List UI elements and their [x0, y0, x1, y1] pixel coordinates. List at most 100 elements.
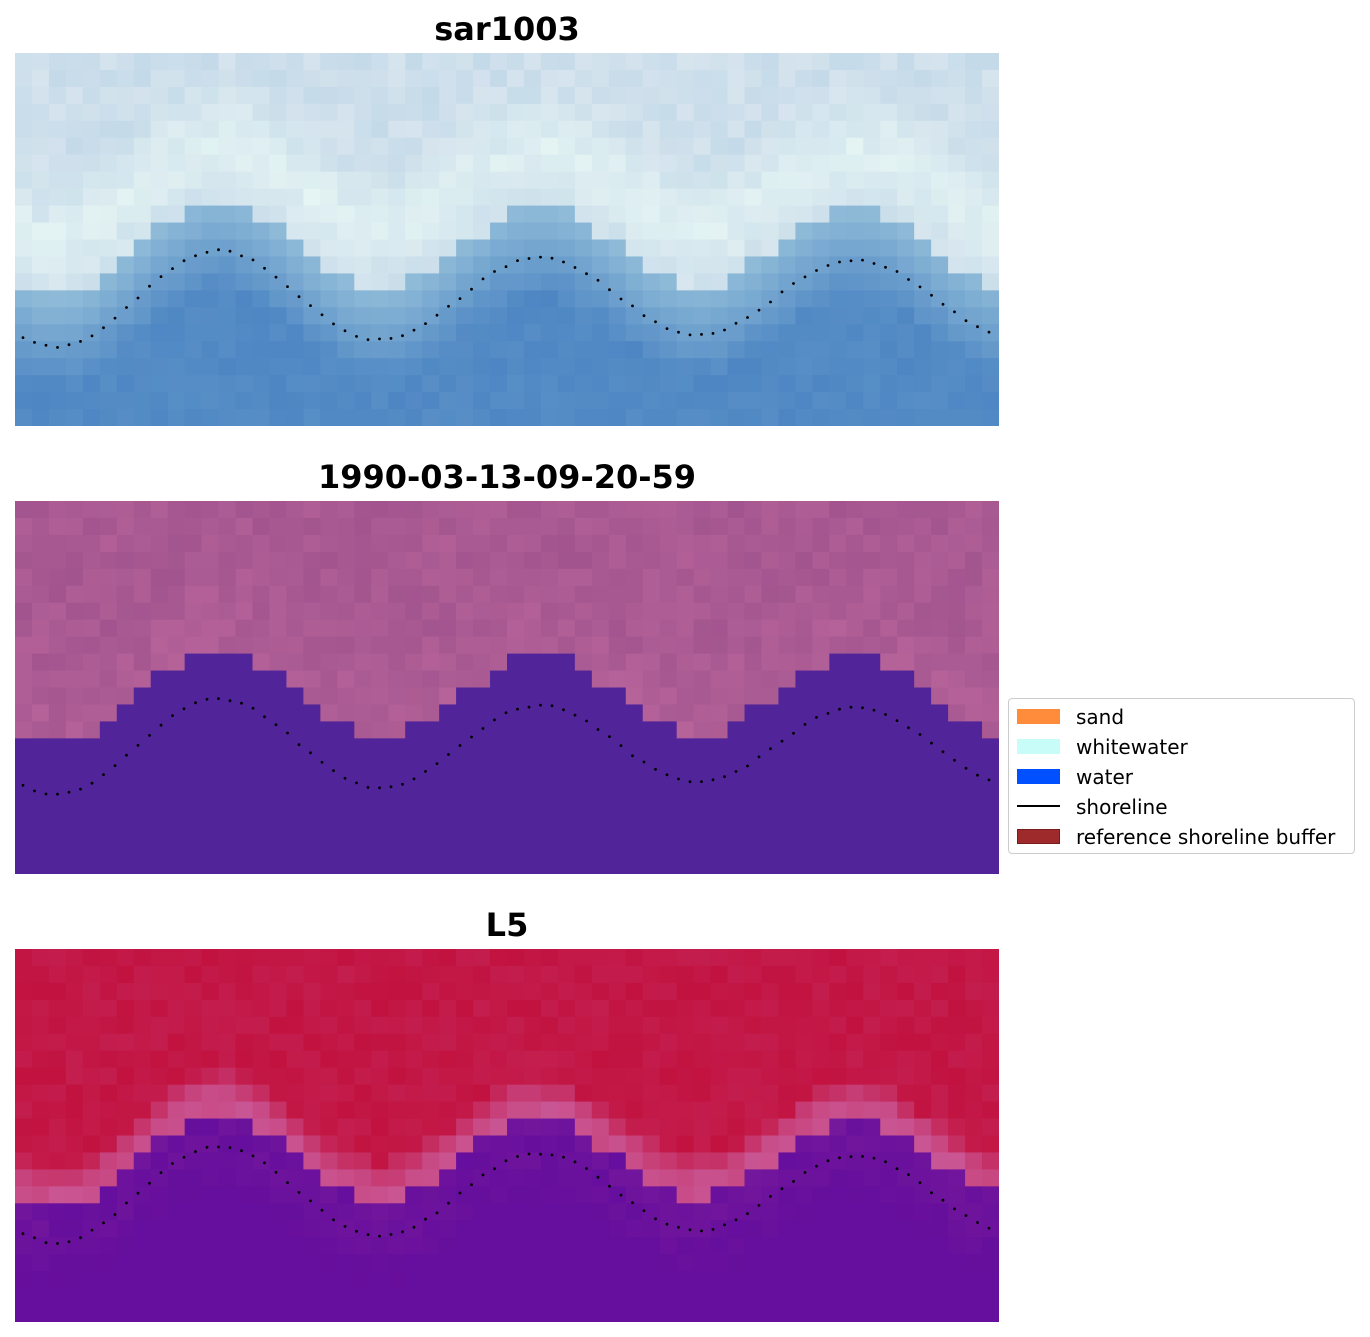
- pixel-cell: [201, 1271, 220, 1289]
- pixel-cell: [388, 1186, 406, 1204]
- shoreline-dot: [171, 267, 174, 270]
- pixel-cell: [914, 103, 932, 122]
- pixel-cell: [948, 1254, 966, 1272]
- pixel-cell: [473, 188, 491, 207]
- pixel-cell: [218, 501, 237, 519]
- pixel-cell: [710, 256, 729, 274]
- pixel-cell: [829, 1203, 847, 1221]
- pixel-cell: [574, 256, 593, 274]
- pixel-cell: [320, 1050, 338, 1069]
- shoreline-dot: [366, 786, 370, 789]
- pixel-cell: [693, 69, 712, 88]
- pixel-cell: [337, 1237, 355, 1255]
- pixel-cell: [931, 188, 949, 207]
- pixel-cell: [727, 534, 746, 553]
- pixel-cell: [659, 1084, 678, 1103]
- pixel-cell: [608, 69, 627, 88]
- pixel-cell: [744, 307, 763, 325]
- pixel-cell: [897, 53, 915, 71]
- pixel-cell: [948, 1118, 966, 1137]
- pixel-cell: [99, 154, 118, 173]
- pixel-cell: [422, 982, 440, 1001]
- pixel-cell: [320, 738, 338, 756]
- pixel-cell: [456, 86, 474, 105]
- shoreline-dot: [309, 304, 312, 307]
- pixel-cell: [116, 171, 135, 190]
- pixel-cell: [897, 1016, 915, 1035]
- pixel-cell: [218, 86, 237, 105]
- pixel-cell: [846, 772, 864, 790]
- pixel-cell: [540, 324, 559, 342]
- pixel-cell: [574, 551, 593, 570]
- pixel-cell: [65, 307, 84, 325]
- pixel-cell: [574, 568, 593, 587]
- pixel-cell: [133, 86, 152, 105]
- pixel-cell: [371, 1220, 389, 1238]
- pixel-cell: [659, 704, 678, 722]
- panel-title-1: sar1003: [434, 10, 580, 48]
- pixel-cell: [693, 806, 712, 824]
- pixel-cell: [201, 823, 220, 841]
- pixel-cell: [252, 1203, 271, 1221]
- pixel-cell: [557, 222, 576, 241]
- shoreline-dot: [217, 1145, 220, 1149]
- pixel-cell: [863, 1084, 881, 1103]
- pixel-cell: [863, 307, 881, 325]
- pixel-cell: [948, 1305, 966, 1322]
- pixel-cell: [490, 1016, 508, 1035]
- pixel-cell: [965, 256, 983, 274]
- pixel-cell: [473, 137, 491, 156]
- pixel-cell: [880, 1067, 898, 1086]
- pixel-cell: [422, 1220, 440, 1238]
- shoreline-dot: [872, 708, 876, 712]
- pixel-cell: [642, 949, 661, 967]
- pixel-cell: [727, 806, 746, 824]
- pixel-cell: [727, 789, 746, 807]
- pixel-cell: [931, 120, 949, 139]
- pixel-cell: [965, 585, 983, 604]
- shoreline-dot: [493, 1167, 496, 1171]
- pixel-cell: [642, 1186, 661, 1204]
- pixel-cell: [761, 290, 780, 308]
- pixel-cell: [727, 704, 746, 722]
- pixel-cell: [523, 154, 542, 173]
- pixel-cell: [540, 687, 559, 706]
- pixel-cell: [388, 823, 406, 841]
- pixel-cell: [897, 670, 915, 689]
- pixel-cell: [591, 358, 610, 376]
- pixel-cell: [591, 755, 610, 773]
- panel-title-3: L5: [485, 906, 529, 944]
- pixel-cell: [608, 738, 627, 756]
- pixel-cell: [761, 205, 780, 224]
- pixel-cell: [642, 653, 661, 672]
- pixel-cell: [371, 1101, 389, 1120]
- pixel-cell: [863, 239, 881, 258]
- pixel-cell: [829, 171, 847, 190]
- pixel-cell: [931, 154, 949, 173]
- pixel-cell: [863, 982, 881, 1001]
- pixel-cell: [897, 949, 915, 967]
- pixel-cell: [829, 965, 847, 984]
- pixel-cell: [286, 324, 305, 342]
- pixel-cell: [252, 1016, 271, 1035]
- pixel-cell: [354, 501, 372, 519]
- pixel-cell: [99, 670, 118, 689]
- pixel-cell: [422, 171, 440, 190]
- pixel-cell: [778, 806, 797, 824]
- pixel-cell: [201, 256, 220, 274]
- pixel-cell: [625, 171, 644, 190]
- shoreline-dot: [654, 1217, 657, 1221]
- pixel-cell: [439, 704, 457, 722]
- pixel-cell: [473, 551, 491, 570]
- pixel-cell: [948, 120, 966, 139]
- pixel-cell: [608, 1186, 627, 1204]
- pixel-cell: [167, 670, 186, 689]
- pixel-cell: [303, 517, 321, 536]
- pixel-cell: [914, 670, 932, 689]
- pixel-cell: [982, 501, 999, 519]
- pixel-cell: [914, 222, 932, 241]
- pixel-cell: [133, 290, 152, 308]
- pixel-cell: [659, 1288, 678, 1306]
- pixel-cell: [676, 738, 695, 756]
- pixel-grid: [15, 53, 999, 426]
